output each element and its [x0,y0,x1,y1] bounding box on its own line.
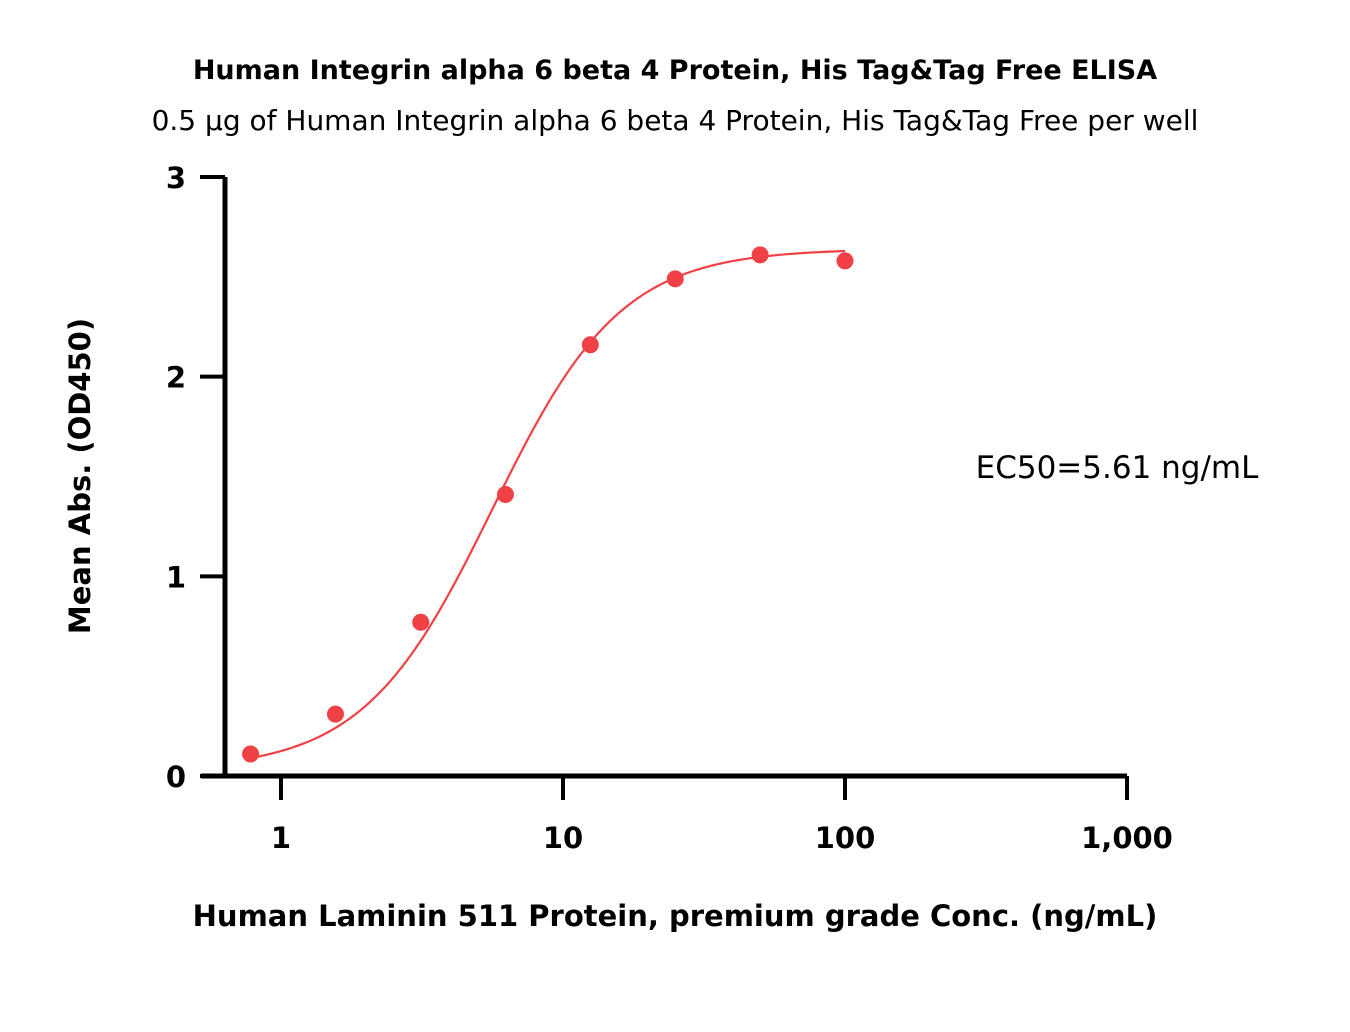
data-point [496,485,514,503]
y-tick-label: 2 [166,361,186,395]
y-tick-label: 1 [166,560,186,594]
data-point [836,252,854,270]
chart-subtitle: 0.5 μg of Human Integrin alpha 6 beta 4 … [152,104,1199,137]
data-point [412,613,430,631]
y-tick-label: 0 [166,760,186,794]
data-point [242,745,260,763]
data-point [666,270,684,288]
y-axis-label: Mean Abs. (OD450) [63,318,97,634]
axes [201,177,1127,779]
x-ticks: 1 10 100 1,000 [271,776,1173,855]
x-axis-label: Human Laminin 511 Protein, premium grade… [193,899,1158,933]
x-tick-label: 100 [815,821,876,855]
data-points [242,246,854,763]
x-tick-label: 10 [543,821,583,855]
y-ticks: 0 1 2 3 [166,161,225,794]
x-tick-label: 1,000 [1081,821,1173,855]
data-point [326,705,344,723]
fit-curve [250,249,846,760]
ec50-annotation: EC50=5.61 ng/mL [976,450,1259,486]
data-point [581,336,599,354]
y-tick-label: 3 [166,161,186,195]
x-tick-label: 1 [271,821,291,855]
data-point [751,246,769,264]
chart-title: Human Integrin alpha 6 beta 4 Protein, H… [193,55,1157,86]
